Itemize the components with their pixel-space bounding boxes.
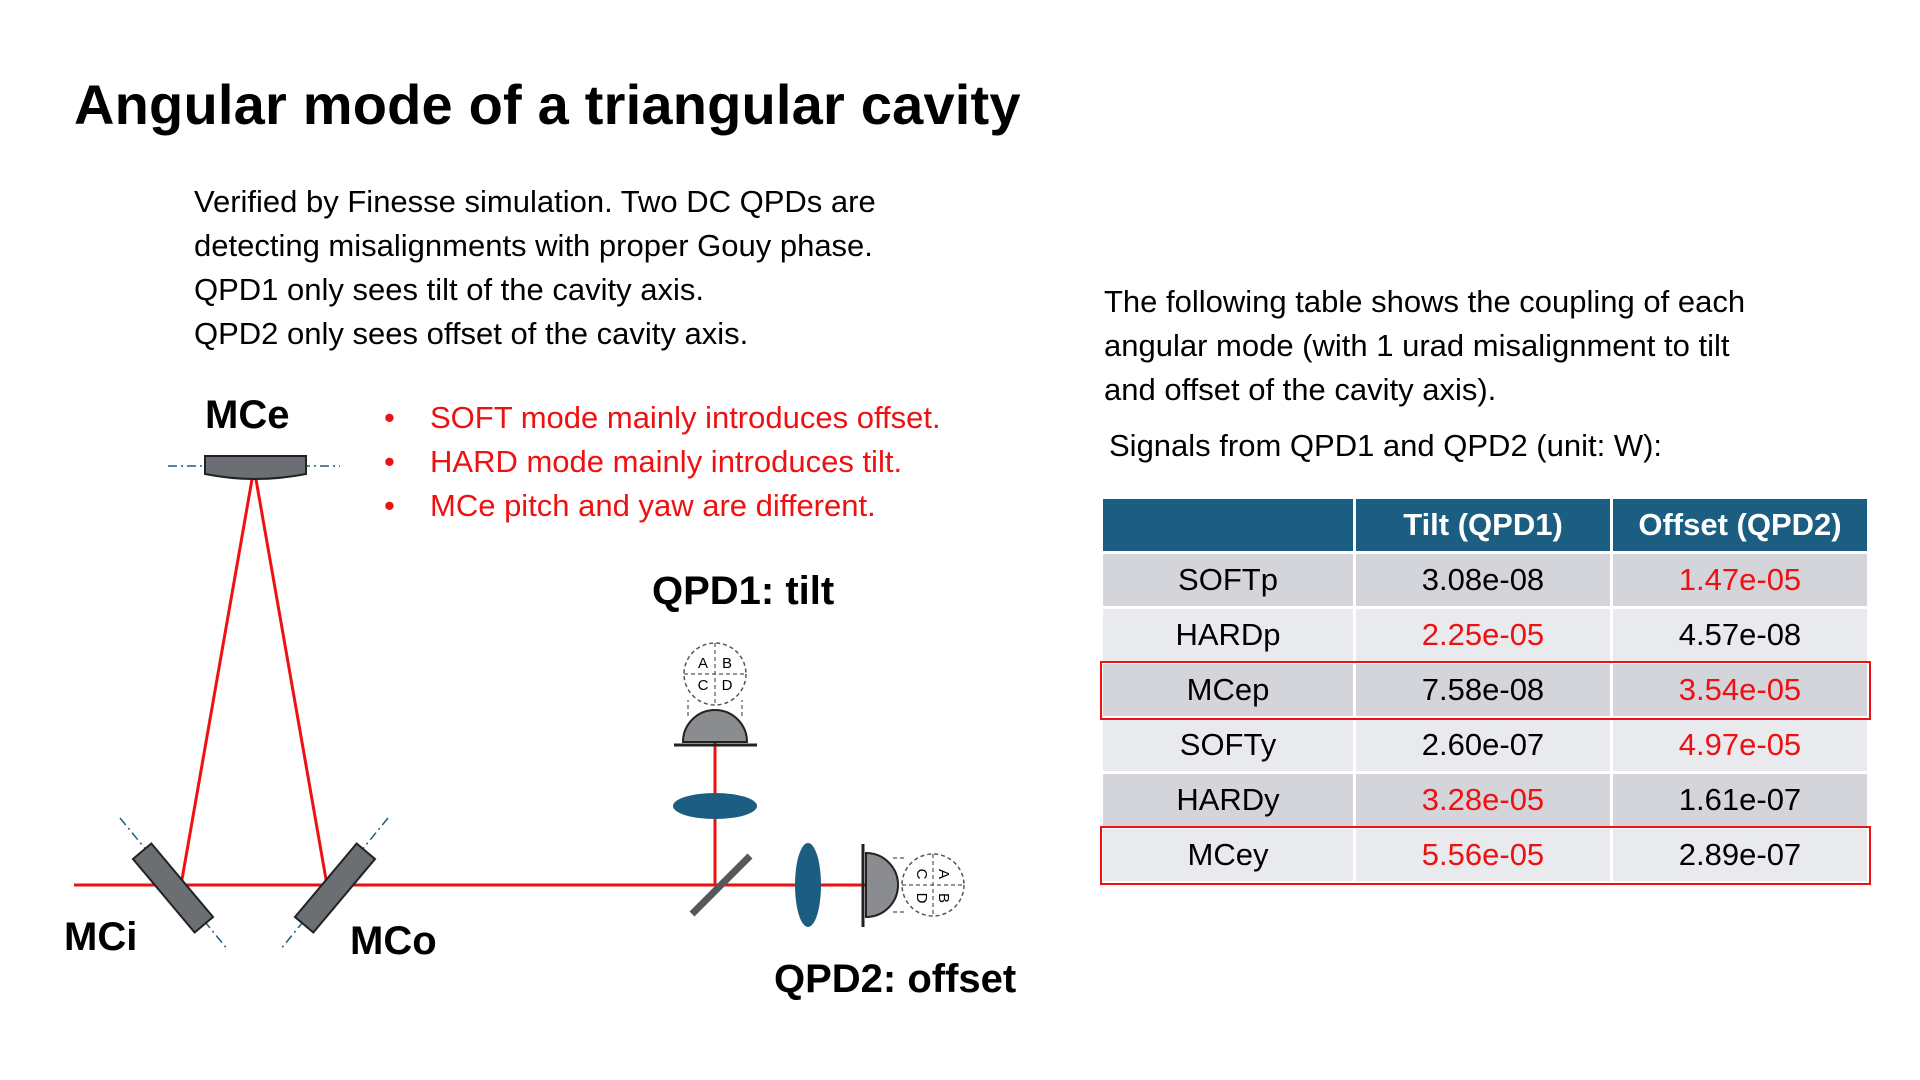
mode-bullet-list: SOFT mode mainly introduces offset. HARD… (384, 396, 941, 528)
mco-mirror (293, 842, 377, 934)
qpd2-detector (861, 844, 906, 927)
qpd2-lens (795, 843, 821, 927)
bullet-item: HARD mode mainly introduces tilt. (384, 440, 941, 484)
offset-cell: 4.97e-05 (1610, 716, 1870, 774)
header-mode (1100, 496, 1356, 554)
mco-label: MCo (350, 919, 437, 963)
mode-cell: MCey (1100, 826, 1356, 884)
mode-cell: MCep (1100, 661, 1356, 719)
table-description: The following table shows the coupling o… (1104, 280, 1884, 412)
description-line: The following table shows the coupling o… (1104, 284, 1746, 319)
quadrant-label: A (935, 869, 952, 879)
header-offset: Offset (QPD2) (1610, 496, 1870, 554)
mce-label: MCe (205, 393, 289, 437)
table-row: MCey 5.56e-05 2.89e-07 (1100, 826, 1870, 884)
qpd2-quadrant-icon: A B C D (901, 853, 965, 917)
description-line: and offset of the cavity axis). (1104, 372, 1497, 407)
offset-cell: 2.89e-07 (1610, 826, 1870, 884)
table-row: HARDy 3.28e-05 1.61e-07 (1100, 771, 1870, 829)
tilt-cell: 2.25e-05 (1353, 606, 1613, 664)
offset-cell: 1.61e-07 (1610, 771, 1870, 829)
bullet-item: MCe pitch and yaw are different. (384, 484, 941, 528)
quadrant-label: D (722, 677, 733, 694)
description-line: angular mode (with 1 urad misalignment t… (1104, 328, 1730, 363)
qpd1-label: QPD1: tilt (652, 569, 834, 613)
mci-label: MCi (64, 915, 137, 959)
signals-caption: Signals from QPD1 and QPD2 (unit: W): (1109, 428, 1663, 463)
beam-path (74, 467, 875, 887)
offset-cell: 3.54e-05 (1610, 661, 1870, 719)
tilt-cell: 3.28e-05 (1353, 771, 1613, 829)
table-row: MCep 7.58e-08 3.54e-05 (1100, 661, 1870, 719)
quadrant-label: B (722, 655, 732, 672)
beam-splitter (689, 853, 753, 917)
intro-line: Verified by Finesse simulation. Two DC Q… (194, 184, 876, 219)
intro-text: Verified by Finesse simulation. Two DC Q… (194, 180, 1054, 356)
qpd1-lens (673, 793, 757, 819)
tilt-cell: 7.58e-08 (1353, 661, 1613, 719)
quadrant-label: D (913, 893, 930, 904)
mode-cell: HARDy (1100, 771, 1356, 829)
intro-line: QPD1 only sees tilt of the cavity axis. (194, 272, 704, 307)
mce-mirror (204, 455, 307, 480)
intro-line: detecting misalignments with proper Gouy… (194, 228, 873, 263)
coupling-table: Tilt (QPD1) Offset (QPD2) SOFTp 3.08e-08 1… (1100, 496, 1870, 884)
mode-cell: SOFTy (1100, 716, 1356, 774)
qpd2-label: QPD2: offset (774, 957, 1016, 1001)
table-row: HARDp 2.25e-05 4.57e-08 (1100, 606, 1870, 664)
quadrant-label: B (935, 893, 952, 903)
offset-cell: 4.57e-08 (1610, 606, 1870, 664)
mci-mirror (131, 842, 215, 934)
quadrant-label: C (698, 677, 709, 694)
mode-cell: HARDp (1100, 606, 1356, 664)
quadrant-label: A (698, 655, 708, 672)
tilt-cell: 5.56e-05 (1353, 826, 1613, 884)
table-header-row: Tilt (QPD1) Offset (QPD2) (1100, 496, 1870, 554)
qpd1-detector (674, 700, 757, 747)
tilt-cell: 3.08e-08 (1353, 551, 1613, 609)
tilt-cell: 2.60e-07 (1353, 716, 1613, 774)
intro-line: QPD2 only sees offset of the cavity axis… (194, 316, 749, 351)
header-tilt: Tilt (QPD1) (1353, 496, 1613, 554)
cavity-beam (179, 467, 329, 886)
bullet-item: SOFT mode mainly introduces offset. (384, 396, 941, 440)
page-title: Angular mode of a triangular cavity (74, 73, 1021, 136)
qpd1-quadrant-icon: A B C D (683, 642, 747, 706)
row-highlight-box (1099, 660, 1871, 720)
table-row: SOFTp 3.08e-08 1.47e-05 (1100, 551, 1870, 609)
table-row: SOFTy 2.60e-07 4.97e-05 (1100, 716, 1870, 774)
quadrant-label: C (913, 869, 930, 880)
offset-cell: 1.47e-05 (1610, 551, 1870, 609)
mode-cell: SOFTp (1100, 551, 1356, 609)
row-highlight-box (1099, 825, 1871, 885)
